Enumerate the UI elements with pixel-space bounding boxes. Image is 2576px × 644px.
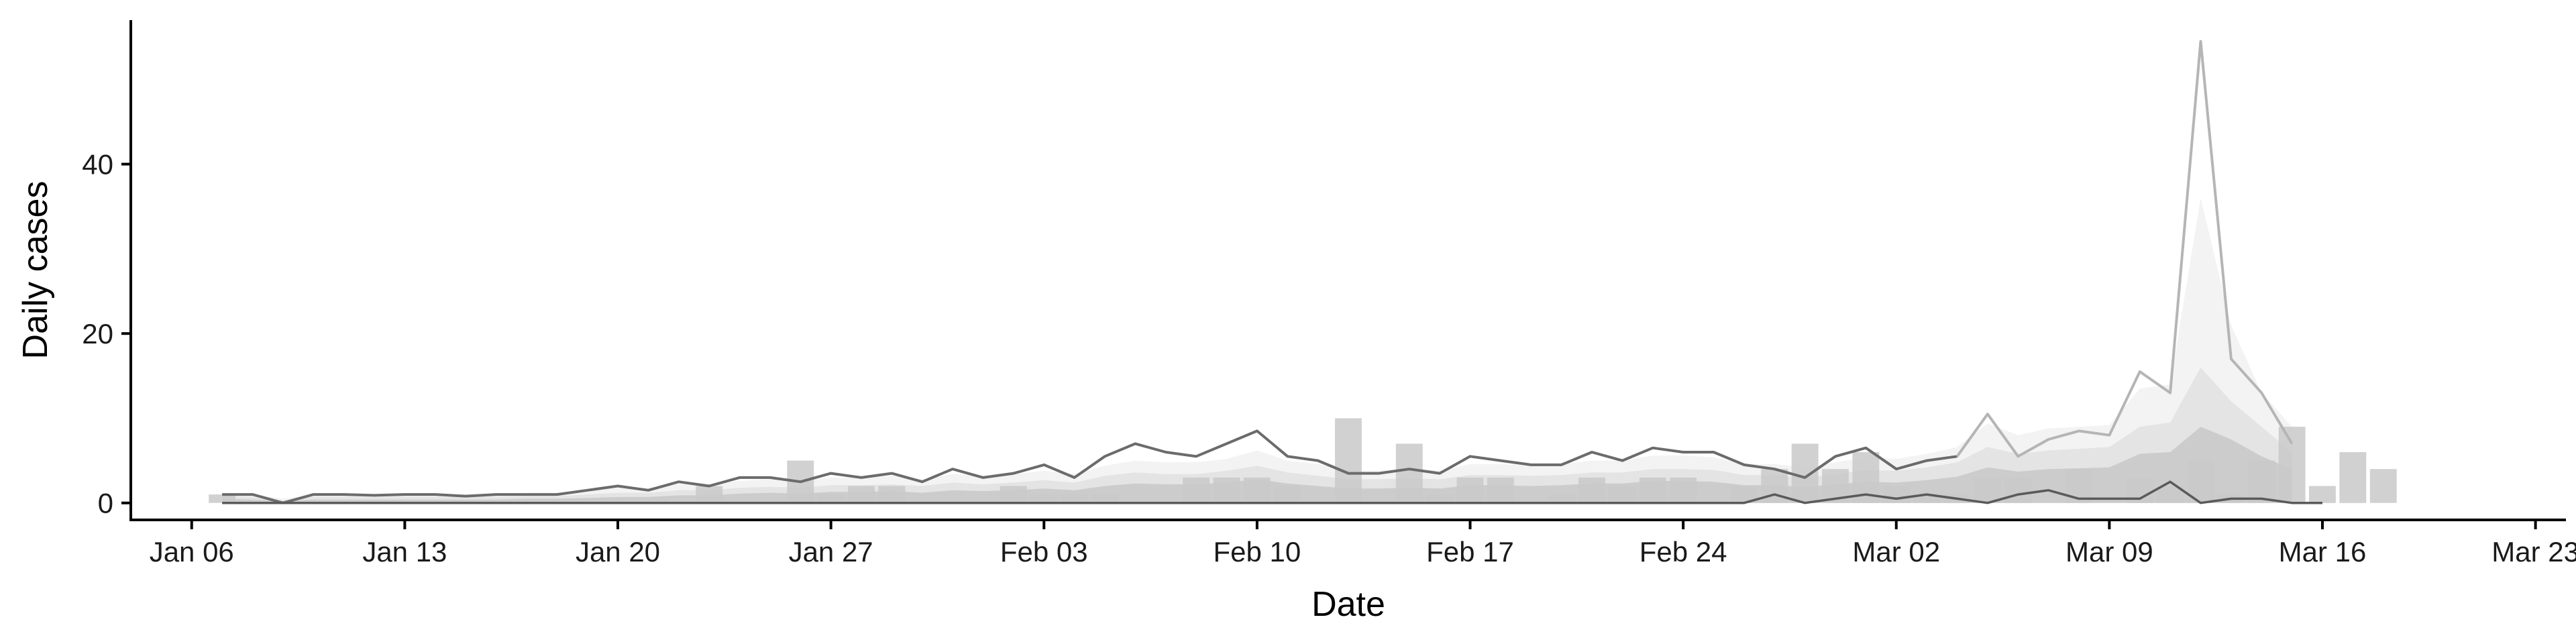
bar (1335, 418, 1362, 503)
y-axis-ticks: 0 20 40 (82, 149, 131, 519)
bar (1183, 477, 1210, 503)
line-estimate (222, 429, 1957, 504)
bar (1091, 494, 1118, 503)
bar (2339, 452, 2367, 503)
x-tick-label: Mar 02 (1852, 536, 1940, 568)
bar (2309, 486, 2336, 503)
bar (2004, 477, 2032, 503)
bar (2278, 427, 2306, 503)
bar (1487, 477, 1514, 503)
bar (1274, 486, 1301, 503)
bar (1670, 477, 1697, 503)
y-tick-label: 20 (82, 318, 113, 350)
bar (1000, 486, 1027, 503)
x-tick-label: Mar 16 (2279, 536, 2367, 568)
y-tick-label: 0 (98, 488, 113, 519)
bar (1791, 443, 1819, 503)
x-tick-label: Mar 23 (2491, 536, 2576, 568)
y-axis-title: Daily cases (16, 181, 55, 360)
bar (1030, 494, 1058, 503)
x-tick-label: Feb 24 (1640, 536, 1727, 568)
x-tick-label: Jan 20 (576, 536, 660, 568)
estimate-lines (222, 40, 2322, 504)
bar (1639, 477, 1666, 503)
line-lower (222, 480, 2322, 504)
x-tick-label: Jan 06 (150, 536, 234, 568)
bar (1456, 477, 1484, 503)
uncertainty-bands (222, 198, 2292, 503)
axes (129, 20, 2566, 521)
bar (817, 494, 845, 503)
bar (2369, 469, 2397, 503)
x-tick-label: Jan 13 (362, 536, 447, 568)
x-tick-label: Feb 10 (1213, 536, 1301, 568)
bar (1426, 494, 1454, 503)
bar (1213, 477, 1240, 503)
x-tick-label: Mar 09 (2065, 536, 2153, 568)
y-tick-label: 40 (82, 149, 113, 180)
bar (1548, 494, 1575, 503)
x-tick-label: Jan 27 (789, 536, 873, 568)
bar (2248, 460, 2275, 503)
bar (696, 486, 723, 503)
x-axis-ticks: Jan 06 Jan 13 Jan 20 Jan 27 Feb 03 Feb 10 Feb … (150, 520, 2576, 568)
bar (1578, 477, 1605, 503)
bar (1243, 477, 1271, 503)
line-forecast (1955, 40, 2294, 458)
bar (209, 494, 236, 503)
bar (878, 486, 906, 503)
bar (1395, 443, 1423, 503)
bar (1061, 494, 1088, 503)
bar (1882, 486, 1910, 503)
x-axis-title: Date (1311, 585, 1385, 624)
x-tick-label: Feb 17 (1426, 536, 1514, 568)
bar (848, 486, 875, 503)
bar (1974, 477, 2001, 503)
daily-case-bars (209, 418, 2397, 503)
bar (1609, 486, 1636, 503)
x-tick-label: Feb 03 (1000, 536, 1088, 568)
